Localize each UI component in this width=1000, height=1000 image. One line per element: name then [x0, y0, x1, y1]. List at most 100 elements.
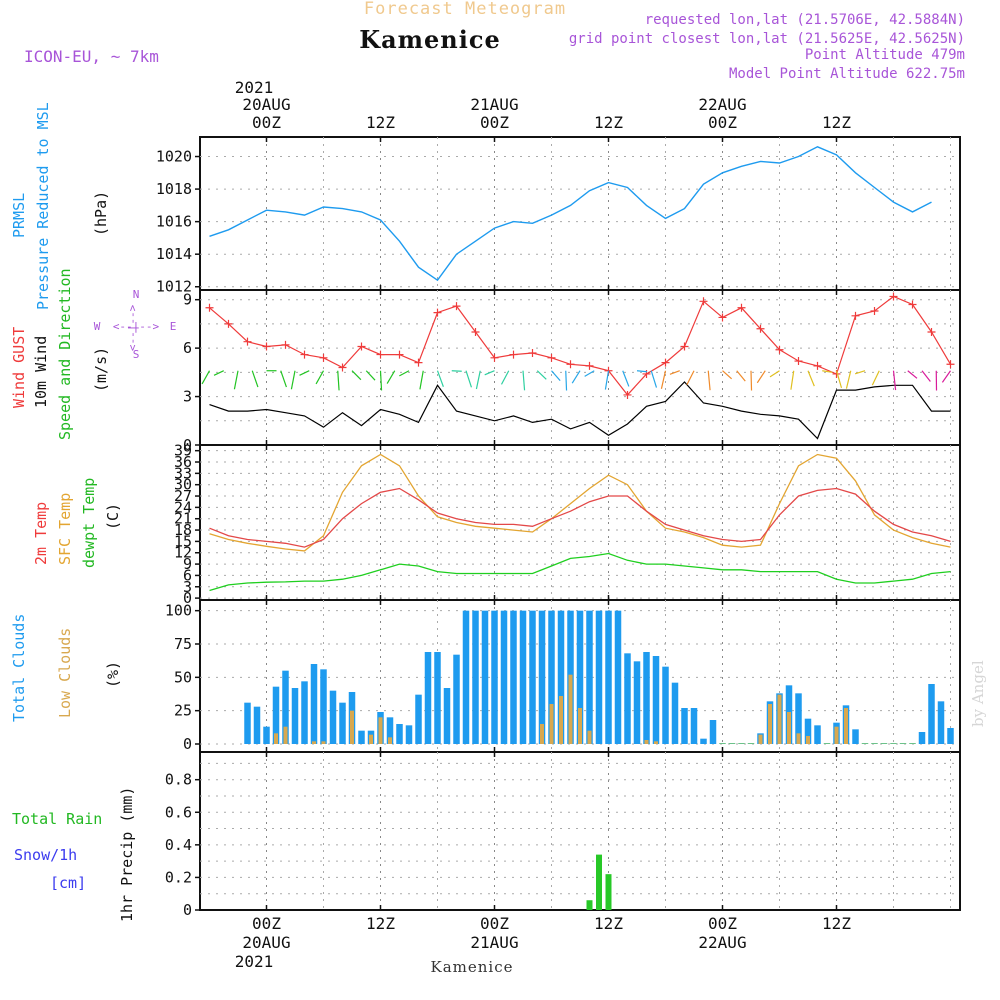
- wind-direction-arrow: [650, 370, 658, 388]
- wind-direction-arrow: [213, 370, 225, 376]
- pressure-label-2: Pressure Reduced to MSL: [34, 102, 52, 310]
- total-cloud-bar: [529, 610, 536, 744]
- wind-direction-arrow: [892, 370, 897, 391]
- wind-direction-arrow: [251, 370, 259, 388]
- wind-direction-arrow: [365, 370, 376, 381]
- low-cloud-bar: [568, 674, 573, 744]
- gust-point: [775, 345, 784, 354]
- gust-point: [680, 342, 689, 351]
- point-altitude: Point Altitude 479m: [805, 47, 965, 63]
- bottom-time-label: 12Z: [594, 914, 623, 933]
- gust-point: [452, 302, 461, 311]
- top-time-label: 12Z: [822, 113, 851, 132]
- low-cloud-bar: [378, 717, 383, 744]
- wind-direction-arrow: [669, 370, 680, 375]
- y-tick-label: 21: [174, 510, 192, 528]
- gust-point: [490, 353, 499, 362]
- low-cloud-bar: [540, 724, 544, 744]
- wind-direction-arrow: [686, 370, 695, 386]
- total-cloud-bar: [510, 610, 517, 744]
- wind-direction-arrow: [604, 370, 610, 390]
- total-cloud-bar: [491, 610, 498, 744]
- temp-dew-label: dewpt Temp: [80, 478, 98, 568]
- gust-line: [209, 295, 952, 396]
- wind-direction-arrow: [907, 370, 918, 379]
- y-tick-label: 3: [183, 388, 192, 406]
- precip-axis-label: 1hr Precip (mm): [118, 787, 136, 922]
- wind-direction-arrow: [419, 370, 424, 390]
- wind-direction-arrow: [290, 370, 296, 390]
- y-tick-label: 27: [174, 487, 192, 505]
- total-cloud-bar: [500, 610, 508, 744]
- y-tick-label: 9: [183, 291, 192, 309]
- total-cloud-bar: [890, 743, 897, 744]
- total-cloud-bar: [415, 694, 422, 744]
- wind-direction-arrow: [845, 370, 852, 389]
- wind-direction-arrow: [584, 370, 595, 377]
- temp-sfc-label: SFC Temp: [56, 493, 74, 565]
- clouds-total-label: Total Clouds: [10, 614, 28, 722]
- panel-frame: [199, 136, 961, 291]
- low-cloud-bar: [369, 734, 373, 744]
- total-cloud-bar: [557, 610, 565, 744]
- y-tick-label: 15: [174, 532, 192, 550]
- total-cloud-bar: [481, 610, 489, 744]
- wind-direction-arrow: [750, 370, 753, 391]
- total-cloud-bar: [747, 743, 755, 744]
- top-date-label: 22AUG: [698, 95, 746, 114]
- bottom-time-label: 00Z: [480, 914, 509, 933]
- y-tick-label: 75: [174, 635, 192, 653]
- wind-direction-arrow: [565, 370, 568, 391]
- low-cloud-bar: [768, 704, 772, 744]
- y-tick-label: 39: [174, 442, 192, 460]
- wind-direction-arrow: [736, 370, 746, 382]
- wind-direction-arrow: [337, 370, 340, 391]
- total-cloud-bar: [738, 743, 745, 744]
- total-cloud-bar: [396, 724, 403, 744]
- low-cloud-bar: [587, 730, 592, 744]
- wind-direction-arrow: [636, 370, 648, 373]
- gust-point: [547, 353, 556, 362]
- y-tick-label: 1014: [156, 245, 192, 263]
- gust-point: [870, 306, 879, 315]
- total-cloud-bar: [253, 706, 261, 744]
- total-cloud-bar: [282, 670, 289, 744]
- wind-direction-arrow: [571, 370, 581, 384]
- top-year: 2021: [235, 78, 274, 97]
- y-tick-label: 0.4: [165, 836, 192, 854]
- gust-point: [699, 297, 708, 306]
- y-tick-label: 0.2: [165, 868, 192, 886]
- low-cloud-bar: [654, 741, 658, 744]
- top-time-label: 12Z: [594, 113, 623, 132]
- low-cloud-bar: [283, 726, 288, 744]
- gust-point: [376, 350, 385, 359]
- wind-direction-arrow: [551, 370, 561, 382]
- total-cloud-bar: [662, 666, 669, 744]
- y-tick-label: 3: [183, 578, 192, 596]
- wind-direction-arrow: [871, 370, 880, 386]
- wind-direction-arrow: [722, 370, 733, 380]
- gust-point: [243, 337, 252, 346]
- y-tick-label: 18: [174, 521, 192, 539]
- wind-direction-arrow: [351, 370, 362, 381]
- wind-direction-arrow: [436, 370, 444, 387]
- dewpoint-line: [209, 552, 951, 592]
- total-cloud-bar: [538, 610, 546, 744]
- compass-ns-arrow: <--|-->: [126, 304, 139, 351]
- total-cloud-bar: [291, 688, 299, 744]
- low-cloud-bar: [578, 708, 582, 744]
- compass-e: E: [170, 320, 177, 333]
- sfc-temp-line: [209, 453, 951, 552]
- total-cloud-bar: [861, 743, 869, 744]
- y-tick-label: 25: [174, 702, 192, 720]
- total-cloud-bar: [728, 743, 736, 744]
- total-cloud-bar: [443, 688, 451, 744]
- gust-point: [262, 342, 271, 351]
- pressure-label-1: PRMSL: [10, 193, 28, 238]
- bottom-time-label: 00Z: [708, 914, 737, 933]
- total-cloud-bar: [937, 701, 945, 744]
- t2m-line: [209, 487, 951, 548]
- wind-direction-arrow: [201, 370, 211, 385]
- low-cloud-bar: [549, 704, 554, 744]
